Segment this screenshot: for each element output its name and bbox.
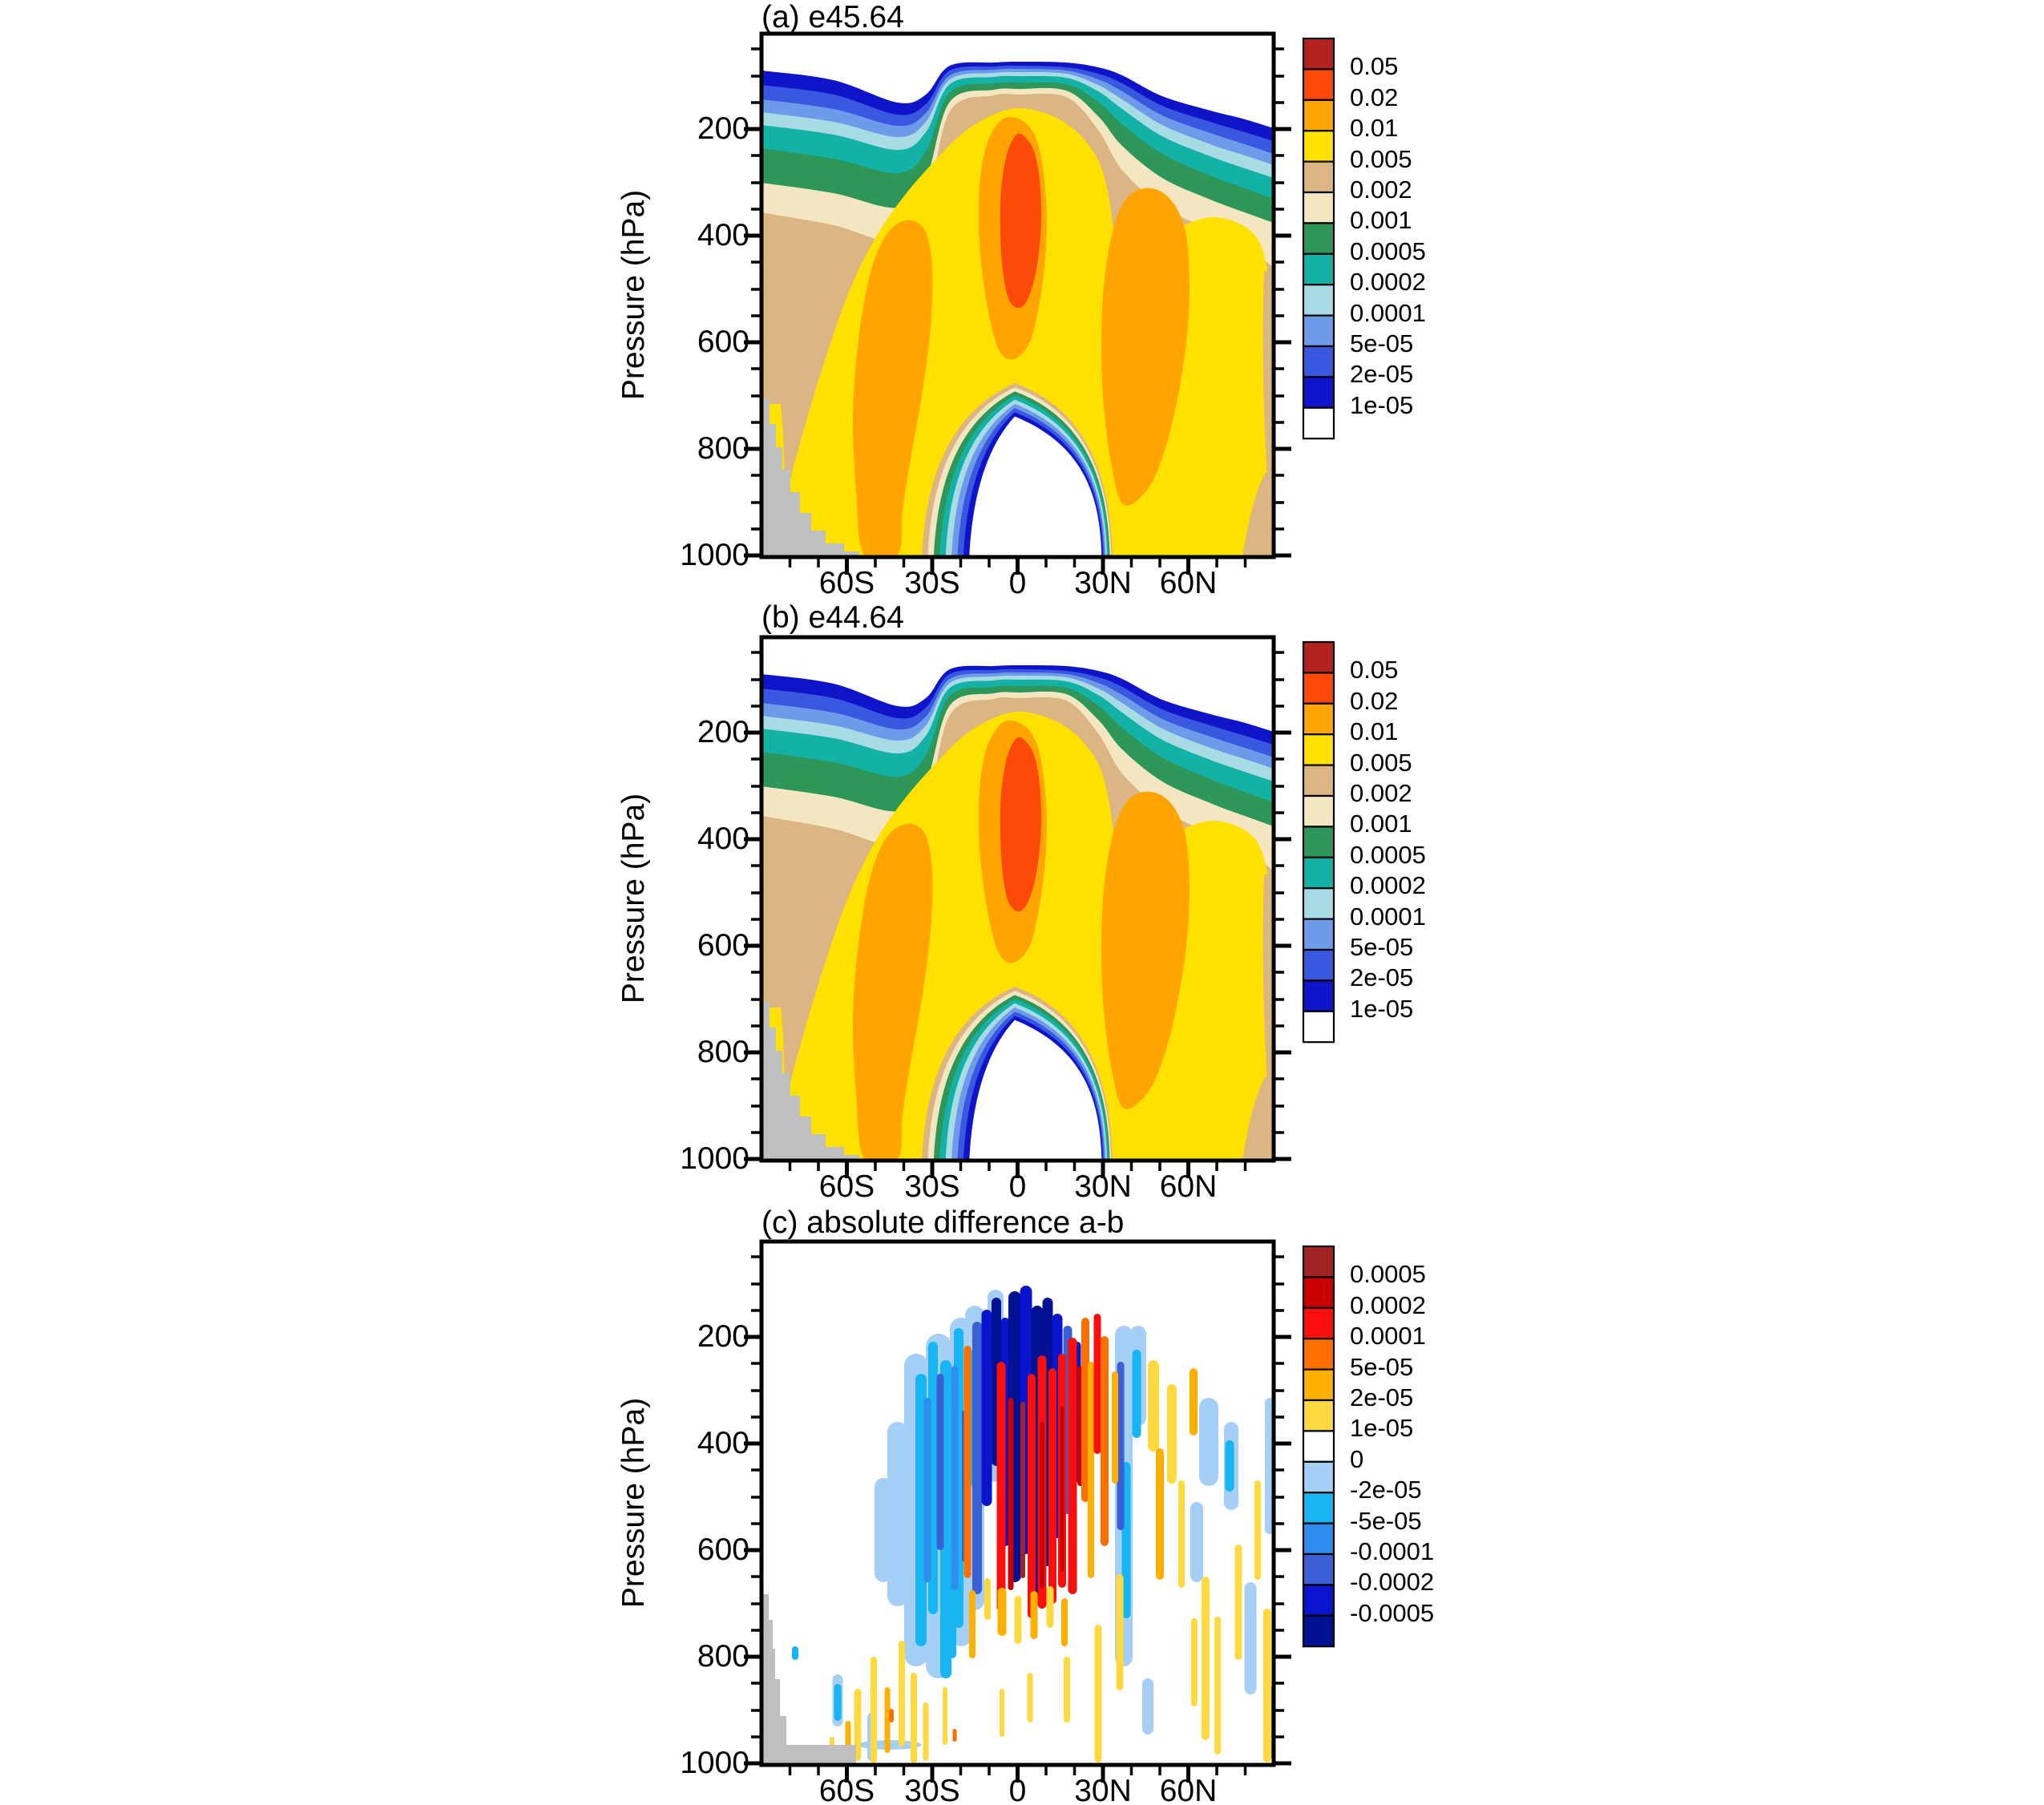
panel-c-y-axis-title: Pressure (hPa) [616, 1397, 651, 1609]
panel-a-colorbar-label: 0.005 [1350, 144, 1412, 173]
panel-b-x-tick-label: 60S [818, 1169, 875, 1204]
panel-c-x-tick-label: 0 [1008, 1774, 1027, 1805]
panel-a-y-tick-label: 200 [697, 111, 749, 146]
panel-c-x-tick-label: 30S [904, 1774, 960, 1805]
panel-c-colorbar-label: 1e-05 [1350, 1414, 1414, 1443]
panel-c-colorbar-label: -0.0001 [1350, 1537, 1435, 1565]
panel-b-y-tick-label: 800 [697, 1035, 749, 1069]
panel-a-title: (a) e45.64 [761, 0, 904, 34]
panel-a-colorbar-label: 0.002 [1350, 176, 1412, 204]
panel-b-colorbar-label: 0.02 [1350, 686, 1399, 715]
panel-c-y-tick-label: 1000 [680, 1746, 749, 1780]
panel-c-colorbar-label: 0.0002 [1350, 1290, 1426, 1319]
panel-b-colorbar-label: 1e-05 [1350, 994, 1414, 1023]
panel-a-colorbar-label: 0.0001 [1350, 298, 1426, 327]
panel-a-y-tick-label: 1000 [680, 538, 749, 572]
panel-a-colorbar-label: 0.05 [1350, 52, 1399, 81]
panel-b-colorbar-label: 0.002 [1350, 779, 1412, 807]
panel-c-x-tick-label: 30N [1074, 1774, 1132, 1805]
panel-a-colorbar-label: 0.0005 [1350, 236, 1426, 265]
panel-b-title: (b) e44.64 [761, 600, 904, 635]
panel-c-title: (c) absolute difference a-b [761, 1205, 1125, 1240]
panel-b-y-tick-label: 200 [697, 715, 749, 749]
panel-c-colorbar-label: 0.0005 [1350, 1260, 1426, 1289]
panel-a-x-tick-label: 60S [818, 566, 875, 600]
panel-a-y-tick-label: 600 [697, 325, 749, 359]
panel-c-colorbar-label: -0.0002 [1350, 1568, 1435, 1597]
panel-a-colorbar-label: 0.0002 [1350, 268, 1426, 297]
panel-a-y-tick-label: 800 [697, 431, 749, 466]
panel-c-colorbar-label: 0 [1350, 1444, 1364, 1473]
panel-b-colorbar-label: 0.05 [1350, 656, 1399, 684]
panel-c-colorbar-label: 2e-05 [1350, 1383, 1414, 1411]
panel-a-colorbar-label: 2e-05 [1350, 360, 1414, 389]
panel-b-plot [744, 635, 1291, 1178]
panel-c-plot [744, 1239, 1291, 1783]
panel-a-colorbar-label: 0.01 [1350, 114, 1399, 143]
panel-c-colorbar [1302, 1245, 1335, 1648]
panel-b-colorbar-label: 5e-05 [1350, 933, 1414, 961]
panel-a-colorbar-label: 5e-05 [1350, 329, 1414, 357]
panel-b-colorbar-label: 0.001 [1350, 810, 1412, 838]
panel-a-x-tick-label: 30S [904, 566, 960, 600]
panel-a-x-tick-label: 30N [1074, 566, 1132, 600]
panel-c-y-tick-label: 200 [697, 1319, 749, 1354]
panel-a-y-axis-title: Pressure (hPa) [616, 189, 651, 401]
panel-c-y-tick-label: 800 [697, 1639, 749, 1674]
panel-b-x-tick-label: 30N [1074, 1169, 1132, 1204]
panel-a-colorbar-label: 1e-05 [1350, 390, 1414, 419]
panel-c-colorbar-label: -5e-05 [1350, 1506, 1422, 1535]
panel-b-y-axis-title: Pressure (hPa) [616, 793, 651, 1004]
panel-b-y-tick-label: 600 [697, 928, 749, 963]
panel-b-y-tick-label: 400 [697, 822, 749, 856]
panel-c-y-tick-label: 600 [697, 1532, 749, 1567]
panel-b-x-tick-label: 60N [1159, 1169, 1218, 1204]
panel-b-colorbar-label: 0.0001 [1350, 902, 1426, 931]
panel-b-colorbar-label: 2e-05 [1350, 963, 1414, 992]
panel-b-colorbar-label: 0.005 [1350, 748, 1412, 777]
panel-c-colorbar-label: 0.0001 [1350, 1322, 1426, 1351]
panel-c-x-tick-label: 60S [818, 1774, 875, 1805]
panel-c-colorbar-label: -0.0005 [1350, 1598, 1435, 1627]
panel-a-colorbar-label: 0.02 [1350, 83, 1399, 111]
panel-c-colorbar-label: 5e-05 [1350, 1352, 1414, 1381]
panel-c-y-tick-label: 400 [697, 1426, 749, 1460]
panel-c-colorbar-label: -2e-05 [1350, 1476, 1422, 1504]
panel-a-plot [744, 31, 1291, 575]
panel-a-y-tick-label: 400 [697, 218, 749, 252]
panel-a-colorbar [1302, 37, 1335, 440]
panel-b-colorbar [1302, 640, 1335, 1044]
panel-a-x-tick-label: 0 [1008, 566, 1027, 600]
panel-b-colorbar-label: 0.0002 [1350, 871, 1426, 900]
panel-b-y-tick-label: 1000 [680, 1141, 749, 1176]
panel-b-colorbar-label: 0.01 [1350, 717, 1399, 746]
panel-b-x-tick-label: 0 [1008, 1169, 1027, 1204]
panel-b-x-tick-label: 30S [904, 1169, 960, 1204]
panel-a-x-tick-label: 60N [1159, 566, 1218, 600]
panel-a-colorbar-label: 0.001 [1350, 206, 1412, 235]
panel-c-x-tick-label: 60N [1159, 1774, 1218, 1805]
panel-b-colorbar-label: 0.0005 [1350, 840, 1426, 869]
